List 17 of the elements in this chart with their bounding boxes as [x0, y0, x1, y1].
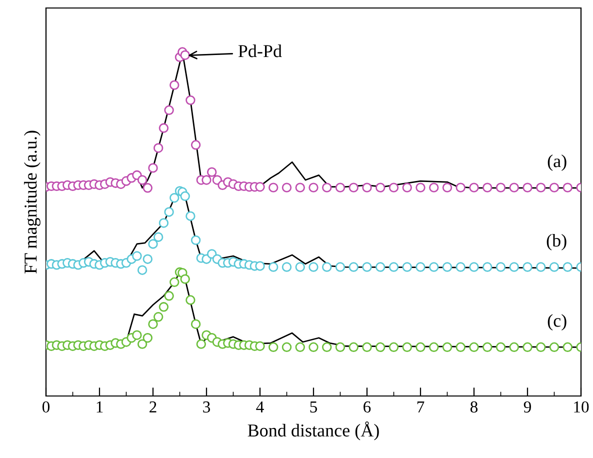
x-tick-label: 4: [256, 401, 264, 412]
x-tick-label: 10: [574, 401, 589, 413]
x-tick-label: 9: [524, 401, 531, 413]
x-tick-label: 5: [310, 402, 318, 413]
x-tick-label: 8: [470, 401, 478, 413]
annotation: (b): [546, 234, 566, 250]
x-tick-label: 2: [150, 401, 156, 412]
x-tick-label: 3: [203, 401, 210, 413]
annotation: (a): [548, 154, 566, 171]
y-axis-title: FT magnitude (a.u.): [24, 130, 40, 274]
x-tick-label: 1: [96, 401, 103, 412]
x-tick-label: 6: [364, 401, 371, 413]
annotation: (c): [548, 314, 566, 330]
x-axis-title: Bond distance (Å): [248, 422, 379, 440]
x-tick-label: 7: [417, 402, 424, 412]
annotation: Pd-Pd: [238, 44, 282, 58]
x-tick-label: 0: [42, 401, 50, 413]
